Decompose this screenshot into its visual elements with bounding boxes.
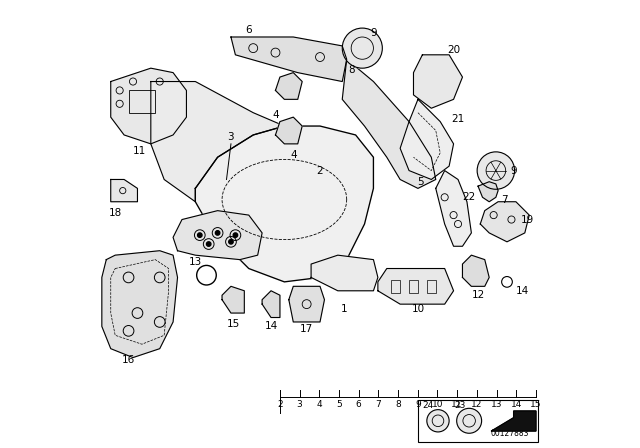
Text: 11: 11 (451, 400, 463, 409)
Polygon shape (173, 211, 262, 260)
Circle shape (342, 28, 382, 68)
Text: 4: 4 (272, 110, 279, 120)
Text: 3: 3 (297, 400, 303, 409)
Text: 7: 7 (502, 194, 508, 205)
Polygon shape (275, 73, 302, 99)
Bar (129, 90, 156, 113)
Text: 2: 2 (277, 400, 283, 409)
Text: 10: 10 (412, 304, 424, 314)
Text: 22: 22 (463, 192, 476, 202)
Text: 14: 14 (511, 400, 522, 409)
Polygon shape (342, 59, 436, 188)
Text: 18: 18 (109, 208, 122, 218)
Circle shape (457, 408, 482, 433)
Text: 24: 24 (422, 401, 433, 410)
Text: 20: 20 (447, 45, 460, 56)
Text: 9: 9 (370, 28, 377, 38)
Polygon shape (311, 255, 378, 291)
Text: 9: 9 (415, 400, 420, 409)
Text: 16: 16 (122, 355, 135, 365)
Polygon shape (222, 286, 244, 313)
Polygon shape (111, 68, 186, 144)
Polygon shape (102, 251, 177, 358)
Bar (427, 280, 436, 293)
Text: 3: 3 (228, 132, 234, 142)
Circle shape (196, 265, 216, 285)
Text: 6: 6 (356, 400, 362, 409)
Polygon shape (400, 99, 454, 180)
Text: 6: 6 (246, 26, 252, 35)
Circle shape (228, 240, 233, 244)
Text: 14: 14 (264, 321, 278, 332)
Text: 9: 9 (510, 166, 517, 176)
Polygon shape (478, 182, 498, 202)
Circle shape (233, 233, 237, 237)
Polygon shape (480, 202, 529, 242)
Polygon shape (492, 411, 536, 431)
Text: 4: 4 (317, 400, 322, 409)
Text: 17: 17 (300, 323, 313, 334)
Polygon shape (413, 55, 463, 108)
Text: 1: 1 (341, 304, 348, 314)
Text: 15: 15 (227, 319, 240, 329)
Polygon shape (262, 291, 280, 318)
Text: 13: 13 (189, 257, 202, 267)
Text: 19: 19 (520, 215, 534, 224)
Text: 10: 10 (432, 400, 444, 409)
Circle shape (207, 242, 211, 246)
Text: 5: 5 (417, 177, 424, 187)
Circle shape (477, 152, 515, 189)
Polygon shape (378, 268, 454, 304)
Polygon shape (289, 286, 324, 322)
Text: 4: 4 (290, 150, 296, 160)
Text: 21: 21 (451, 114, 465, 125)
Text: 12: 12 (472, 290, 484, 300)
Circle shape (216, 231, 220, 235)
Bar (409, 280, 418, 293)
Circle shape (427, 409, 449, 432)
Bar (418, 400, 538, 442)
Polygon shape (195, 126, 373, 282)
Polygon shape (436, 171, 472, 246)
Text: 12: 12 (471, 400, 483, 409)
Text: 23: 23 (454, 401, 466, 410)
Text: 8: 8 (348, 65, 355, 75)
Text: 23: 23 (201, 271, 212, 280)
Polygon shape (231, 37, 347, 82)
Bar (391, 280, 400, 293)
Circle shape (198, 233, 202, 237)
Text: 5: 5 (336, 400, 342, 409)
Text: 13: 13 (491, 400, 502, 409)
Polygon shape (111, 180, 138, 202)
Polygon shape (463, 255, 489, 286)
Text: 11: 11 (133, 146, 147, 155)
Polygon shape (151, 82, 284, 202)
Text: 7: 7 (376, 400, 381, 409)
Polygon shape (275, 117, 302, 144)
Text: 14: 14 (516, 286, 529, 296)
Text: 8: 8 (396, 400, 401, 409)
Text: 15: 15 (530, 400, 541, 409)
Text: 2: 2 (317, 166, 323, 176)
Text: 00127883: 00127883 (491, 429, 529, 438)
